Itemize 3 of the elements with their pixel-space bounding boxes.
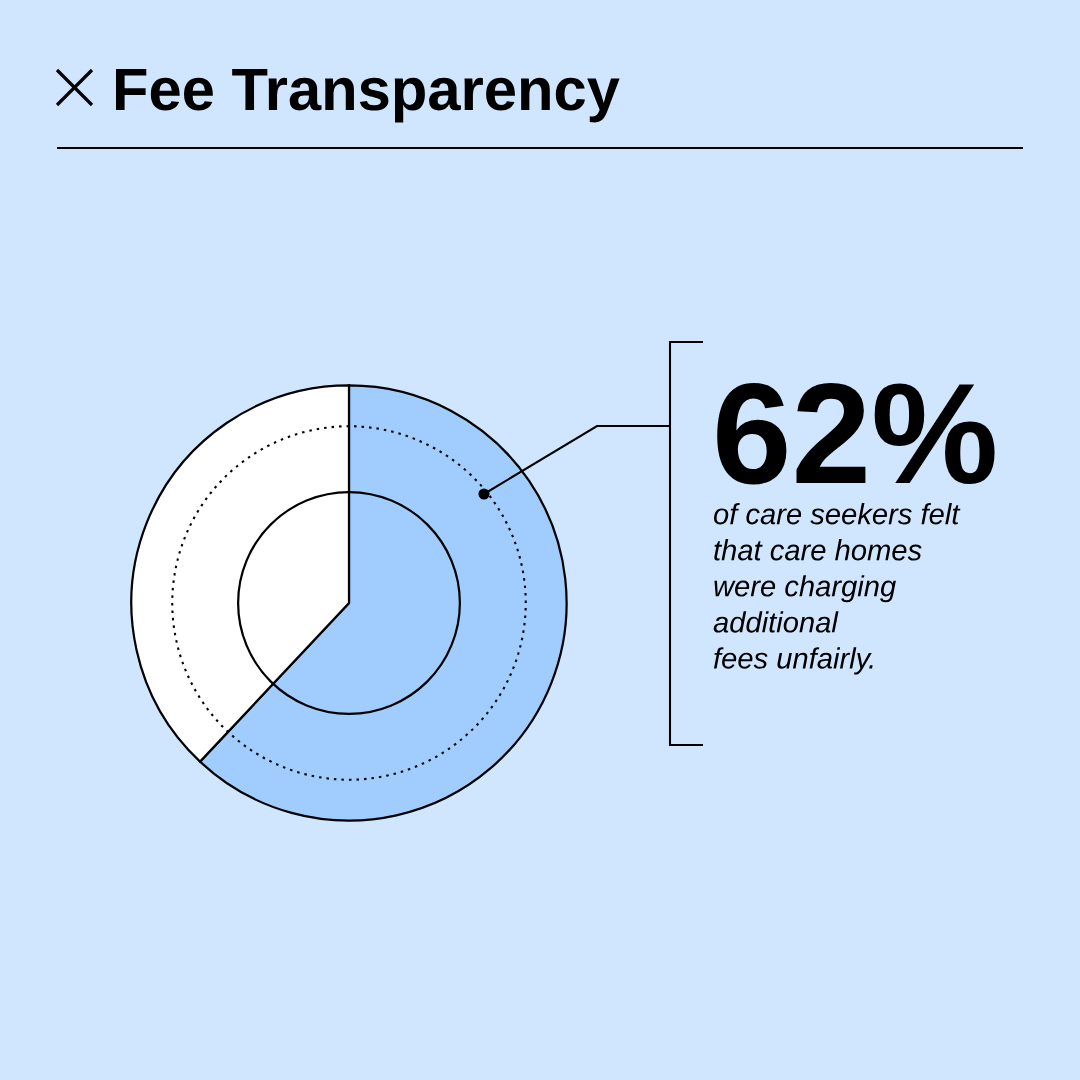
chart-title: Fee Transparency — [115, 68, 620, 123]
text: of care seekers felt that care homes were charging additional fees unfairly. — [713, 503, 961, 675]
data-label: 62% — [717, 383, 995, 485]
